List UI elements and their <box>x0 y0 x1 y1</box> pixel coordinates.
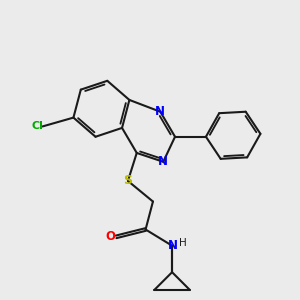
Text: N: N <box>155 105 165 118</box>
Text: O: O <box>106 230 116 243</box>
Text: S: S <box>123 174 132 188</box>
Text: Cl: Cl <box>31 122 43 131</box>
Text: N: N <box>158 155 168 168</box>
Text: N: N <box>168 239 178 252</box>
Text: H: H <box>179 238 187 248</box>
